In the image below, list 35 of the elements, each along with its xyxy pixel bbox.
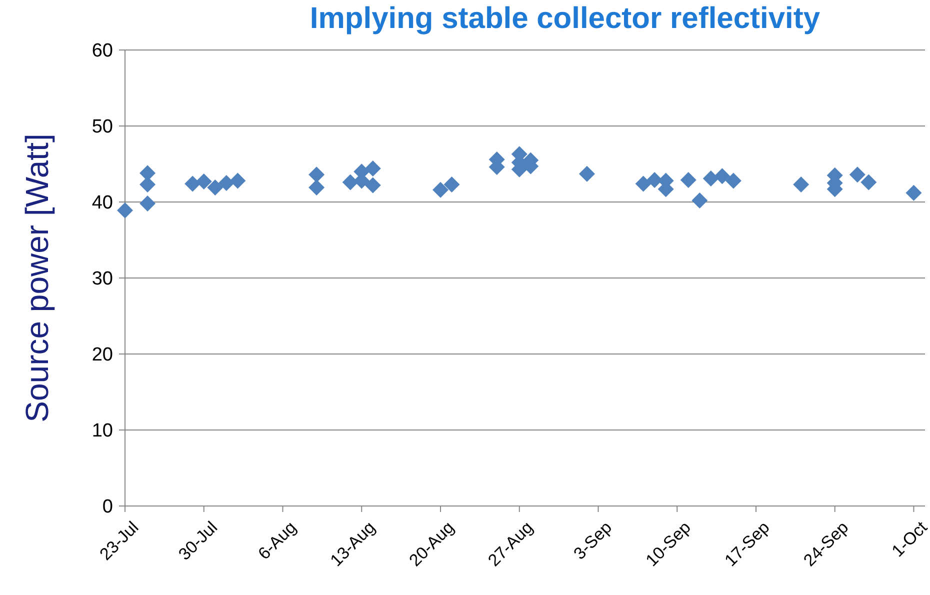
y-tick-label: 0 — [102, 496, 113, 518]
y-tick-label: 60 — [92, 40, 113, 62]
point — [117, 202, 133, 218]
y-tick-label: 50 — [92, 116, 113, 138]
point — [793, 176, 810, 193]
point — [140, 176, 156, 193]
point — [444, 176, 460, 193]
chart-title: Implying stable collector reflectivity — [310, 2, 820, 35]
point — [308, 166, 325, 183]
point — [692, 192, 708, 208]
y-tick-label: 30 — [92, 268, 113, 290]
point — [218, 175, 234, 191]
point — [702, 170, 719, 186]
point — [230, 172, 246, 189]
point — [906, 184, 922, 201]
point — [635, 176, 652, 192]
y-tick-label: 40 — [92, 192, 113, 214]
point — [725, 172, 742, 189]
point — [432, 182, 448, 198]
point — [308, 180, 325, 196]
y-tick-label: 20 — [92, 344, 113, 366]
point — [578, 166, 595, 182]
point — [680, 172, 696, 188]
point — [184, 176, 201, 192]
point — [196, 173, 212, 190]
point — [364, 160, 381, 177]
point — [860, 174, 877, 190]
point — [714, 168, 730, 184]
point — [849, 166, 866, 183]
point — [364, 177, 381, 194]
point — [140, 196, 156, 212]
y-tick-label: 10 — [92, 420, 113, 442]
point — [342, 174, 358, 190]
y-axis-title: Source power [Watt] — [19, 134, 55, 422]
point — [207, 180, 224, 196]
